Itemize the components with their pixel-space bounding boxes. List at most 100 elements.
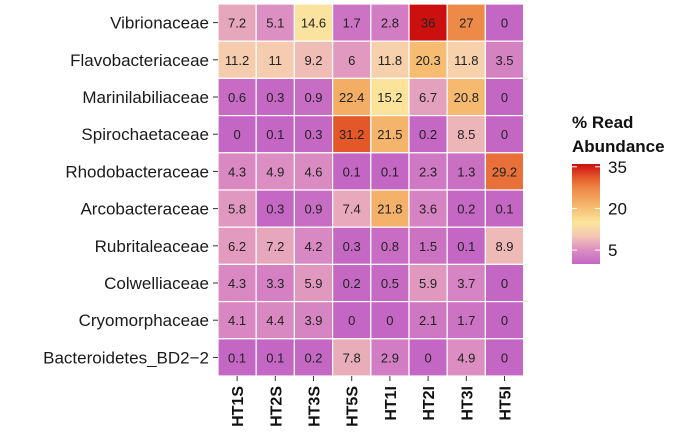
cell-value-label: 0 (501, 313, 508, 328)
cell-value-label: 0.1 (457, 239, 475, 254)
cell-value-label: 1.3 (457, 164, 475, 179)
cell-value-label: 0.2 (419, 127, 437, 142)
legend-tick-label: 35 (608, 158, 627, 177)
row-label: Cryomorphaceae (79, 311, 209, 330)
cell-value-label: 11.8 (378, 53, 402, 68)
cell-value-label: 5.9 (419, 276, 437, 291)
heatmap-cell (484, 77, 525, 117)
cell-value-label: 0 (501, 276, 508, 291)
cell-value-label: 22.4 (339, 90, 364, 105)
heatmap-cell (446, 114, 487, 154)
cell-value-label: 0.9 (304, 90, 322, 105)
row-label: Colwelliaceae (104, 274, 209, 293)
heatmap-cell (370, 301, 410, 340)
cell-value-label: 4.9 (457, 350, 475, 365)
cell-value-label: 4.3 (228, 164, 246, 179)
heatmap-cell (255, 189, 296, 228)
heatmap-cell (370, 338, 410, 377)
cell-value-label: 0.5 (381, 276, 399, 291)
legend-tick-label: 5 (608, 241, 617, 260)
row-label: Vibrionaceae (110, 14, 209, 33)
heatmap-cell (255, 301, 296, 340)
row-label: Bacteroidetes_BD2−2 (43, 348, 209, 367)
heatmap-cell (408, 3, 448, 42)
legend-colorbar (572, 164, 600, 264)
legend-ticks: 35 20 5 (572, 158, 627, 260)
heatmap-cell (255, 338, 296, 377)
cell-value-label: 0.2 (304, 350, 322, 365)
heatmap-cell (408, 189, 448, 228)
cell-value-label: 6 (348, 53, 355, 68)
cell-value-label: 20.8 (454, 90, 479, 105)
cell-value-label: 14.6 (301, 16, 326, 31)
heatmap-cell (332, 40, 372, 80)
cell-value-label: 0.3 (304, 127, 322, 142)
column-label: HT5S (345, 386, 362, 427)
heatmap-cell (446, 338, 487, 377)
heatmap-cell (408, 40, 448, 80)
cell-value-label: 27 (459, 16, 473, 31)
cell-value-label: 0.1 (266, 350, 284, 365)
cell-value-label: 0.3 (266, 90, 284, 105)
cell-value-label: 0.1 (228, 350, 246, 365)
cell-value-label: 0.1 (343, 164, 361, 179)
column-label: HT2I (421, 386, 438, 421)
row-label: Flavobacteriaceae (70, 51, 209, 70)
legend-title-line-1: % Read (572, 113, 633, 132)
cell-value-label: 29.2 (492, 164, 517, 179)
legend-title-line-2: Abundance (572, 137, 665, 156)
column-label: HT2S (268, 386, 285, 427)
cell-value-labels: 7.2 5.1 14.6 1.7 2.8 36 27 0 11.2 11 9.2 6 11.8 20.3 1… (225, 16, 517, 366)
column-label: HT5I (498, 386, 515, 421)
cell-value-label: 3.9 (304, 313, 322, 328)
heatmap-cell (484, 301, 525, 340)
cell-value-label: 7.2 (228, 16, 246, 31)
cell-value-label: 5.8 (228, 202, 246, 217)
heatmap-cell (408, 226, 448, 265)
cell-value-label: 4.1 (228, 313, 246, 328)
cell-value-label: 2.3 (419, 164, 437, 179)
heatmap-cell (408, 338, 448, 377)
cell-value-label: 15.2 (377, 90, 402, 105)
cell-value-label: 0 (424, 350, 431, 365)
heatmap-cell (293, 263, 334, 303)
cell-value-label: 0 (501, 350, 508, 365)
cell-value-label: 2.8 (381, 16, 399, 31)
heatmap-cell (484, 189, 525, 228)
heatmap-cell (370, 114, 410, 154)
cell-value-label: 0.1 (495, 202, 513, 217)
heatmap-cell (370, 263, 410, 303)
cell-value-label: 4.4 (266, 313, 284, 328)
heatmap-cell (370, 152, 410, 191)
heatmap-cell (484, 338, 525, 377)
cell-value-label: 20.3 (415, 53, 440, 68)
heatmap-cell (293, 301, 334, 340)
heatmap-cell (255, 3, 296, 42)
cell-value-label: 0 (501, 127, 508, 142)
cell-value-label: 9.2 (304, 53, 322, 68)
cell-value-label: 1.5 (419, 239, 437, 254)
cell-value-label: 7.2 (266, 239, 284, 254)
heatmap-cell (370, 77, 410, 117)
cell-value-label: 6.2 (228, 239, 246, 254)
cell-value-label: 21.8 (377, 202, 402, 217)
heatmap-cell (408, 77, 448, 117)
row-label: Rubritaleaceae (95, 237, 209, 256)
cell-value-label: 0 (501, 16, 508, 31)
cell-value-label: 0.8 (381, 239, 399, 254)
cell-value-label: 8.9 (495, 239, 513, 254)
column-labels: HT1S HT2S HT3S HT5S HT1I HT2I HT3I HT5I (230, 376, 515, 427)
cell-value-label: 4.3 (228, 276, 246, 291)
cell-value-label: 7.4 (343, 202, 361, 217)
cell-value-label: 0 (348, 313, 355, 328)
cell-value-label: 0 (501, 90, 508, 105)
cell-value-label: 2.9 (381, 350, 399, 365)
heatmap-cell (370, 226, 410, 265)
heatmap-cell (293, 114, 334, 154)
heatmap-cell (484, 40, 525, 80)
cell-value-label: 0.9 (304, 202, 322, 217)
heatmap-cell (332, 77, 372, 117)
cell-value-label: 4.9 (266, 164, 284, 179)
cell-value-label: 1.7 (457, 313, 475, 328)
